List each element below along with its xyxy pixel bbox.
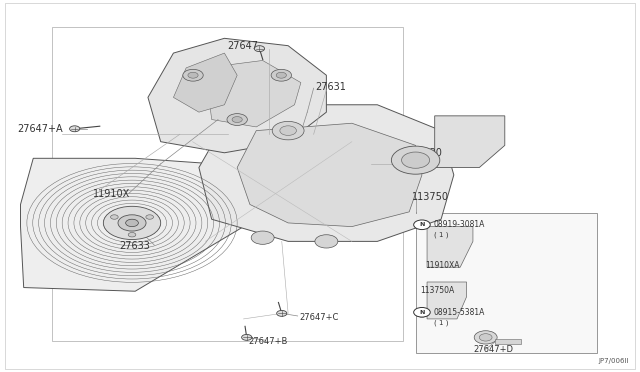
Circle shape [251, 231, 274, 244]
Text: 27647+A: 27647+A [17, 124, 63, 134]
Circle shape [146, 215, 154, 219]
Polygon shape [435, 116, 505, 167]
Circle shape [227, 113, 247, 125]
Circle shape [415, 310, 428, 317]
Circle shape [276, 72, 287, 78]
Circle shape [125, 219, 138, 227]
Circle shape [474, 331, 497, 344]
Circle shape [415, 221, 428, 228]
Circle shape [280, 126, 296, 135]
Polygon shape [199, 105, 454, 241]
Circle shape [70, 126, 80, 132]
Text: 27647+B: 27647+B [248, 337, 288, 346]
Circle shape [103, 206, 161, 240]
Circle shape [276, 310, 287, 316]
Bar [415, 212, 597, 353]
Circle shape [479, 334, 492, 341]
Circle shape [272, 121, 304, 140]
Circle shape [128, 232, 136, 237]
Circle shape [111, 215, 118, 219]
Circle shape [254, 46, 264, 52]
Polygon shape [173, 53, 237, 112]
Polygon shape [205, 61, 301, 127]
Text: 27647+D: 27647+D [473, 345, 513, 354]
Text: 08919-3081A: 08919-3081A [433, 220, 485, 229]
Polygon shape [148, 38, 326, 153]
Circle shape [271, 69, 291, 81]
Text: 27647+C: 27647+C [300, 313, 339, 322]
Circle shape [242, 334, 252, 340]
Circle shape [413, 308, 430, 317]
Bar [495, 339, 521, 344]
Text: 27647: 27647 [228, 41, 259, 51]
Circle shape [401, 152, 429, 168]
Polygon shape [20, 158, 244, 291]
Circle shape [392, 146, 440, 174]
Circle shape [413, 220, 430, 230]
Circle shape [232, 116, 243, 122]
Text: ( 1 ): ( 1 ) [435, 320, 449, 326]
Text: 27633: 27633 [119, 241, 150, 251]
Polygon shape [427, 227, 473, 267]
Text: JP7/006II: JP7/006II [598, 358, 629, 364]
Polygon shape [427, 282, 467, 319]
Circle shape [188, 72, 198, 78]
Text: 27630: 27630 [411, 148, 442, 158]
Text: 113750: 113750 [412, 192, 449, 202]
Text: N: N [419, 310, 425, 315]
Circle shape [118, 215, 146, 231]
Text: 113750A: 113750A [420, 286, 455, 295]
Text: 11910X: 11910X [93, 189, 130, 199]
Text: N: N [419, 222, 425, 227]
Text: 08915-5381A: 08915-5381A [433, 308, 485, 317]
Text: 27631: 27631 [316, 82, 346, 92]
Circle shape [315, 235, 338, 248]
Polygon shape [237, 123, 422, 227]
Circle shape [183, 69, 204, 81]
Text: 11910XA: 11910XA [425, 261, 460, 270]
Text: ( 1 ): ( 1 ) [435, 232, 449, 238]
